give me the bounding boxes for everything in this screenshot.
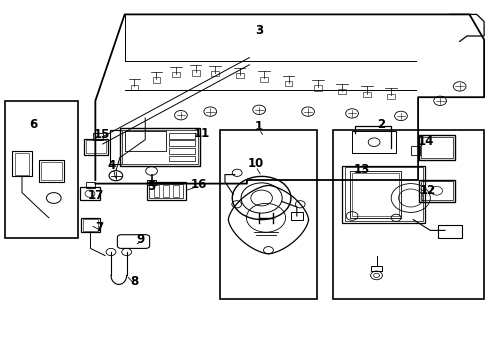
Bar: [41, 162, 61, 180]
Bar: [122, 130, 198, 164]
Bar: [152, 77, 160, 83]
Text: 15: 15: [93, 129, 110, 141]
Text: 9: 9: [136, 233, 144, 246]
Bar: [168, 133, 194, 139]
Bar: [5, 101, 78, 238]
Bar: [418, 180, 454, 202]
Bar: [370, 266, 382, 271]
Bar: [153, 185, 159, 197]
Bar: [120, 128, 200, 166]
Text: 5: 5: [147, 180, 155, 193]
Bar: [85, 182, 95, 188]
Text: 17: 17: [87, 189, 103, 202]
Text: 13: 13: [353, 163, 369, 176]
Bar: [235, 73, 243, 78]
Bar: [81, 218, 100, 232]
Bar: [147, 180, 156, 185]
Bar: [168, 148, 194, 154]
Bar: [342, 166, 425, 223]
Bar: [290, 212, 303, 220]
Bar: [351, 173, 398, 216]
Bar: [172, 72, 180, 77]
Bar: [220, 130, 316, 299]
Bar: [420, 137, 452, 158]
Bar: [410, 146, 419, 155]
Bar: [351, 131, 395, 153]
Bar: [344, 167, 422, 221]
Bar: [362, 92, 370, 97]
Text: 16: 16: [190, 178, 206, 191]
Bar: [420, 181, 452, 200]
Text: 11: 11: [193, 127, 209, 140]
Bar: [15, 153, 29, 175]
Bar: [338, 89, 346, 94]
Bar: [168, 156, 194, 161]
Bar: [260, 77, 267, 82]
Bar: [284, 81, 292, 86]
Text: 8: 8: [130, 275, 138, 288]
Bar: [82, 219, 98, 231]
Text: 1: 1: [255, 120, 263, 133]
Bar: [313, 85, 321, 91]
Bar: [146, 182, 185, 200]
Bar: [80, 187, 100, 200]
Bar: [149, 184, 183, 198]
Bar: [211, 71, 219, 76]
Text: 3: 3: [255, 24, 263, 37]
Bar: [173, 185, 179, 197]
Bar: [86, 140, 105, 153]
Text: 14: 14: [416, 135, 433, 148]
Bar: [418, 135, 454, 160]
Bar: [437, 225, 461, 238]
Text: 6: 6: [29, 118, 37, 131]
Bar: [93, 133, 102, 140]
Text: 10: 10: [247, 157, 264, 170]
Bar: [349, 171, 400, 218]
Bar: [191, 70, 199, 76]
Bar: [130, 85, 138, 90]
Bar: [332, 130, 483, 299]
Bar: [386, 94, 394, 99]
Text: 12: 12: [419, 184, 435, 197]
Text: 4: 4: [107, 159, 115, 172]
Bar: [163, 185, 169, 197]
Text: 7: 7: [95, 221, 103, 234]
Bar: [168, 140, 194, 146]
Bar: [12, 151, 32, 176]
Bar: [124, 131, 166, 151]
Bar: [84, 139, 107, 155]
Bar: [39, 160, 63, 182]
Text: 2: 2: [377, 118, 385, 131]
